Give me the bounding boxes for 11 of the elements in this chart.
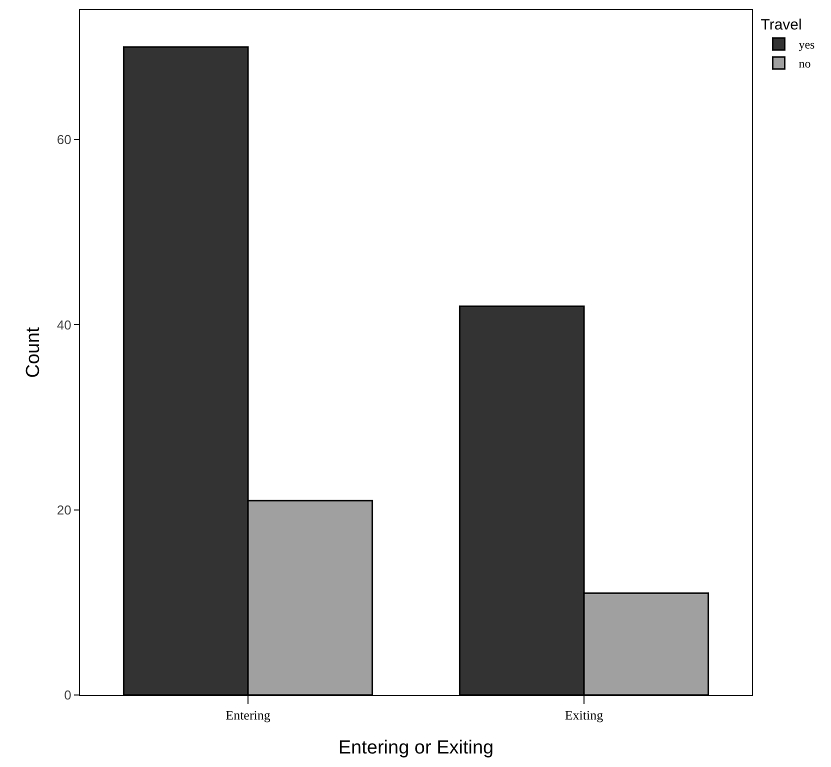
y-tick-label: 20: [56, 502, 72, 518]
y-axis-title: Count: [22, 326, 44, 378]
x-tick-label: Entering: [226, 708, 271, 723]
legend-title: Travel: [760, 16, 802, 34]
x-tick-label: Exiting: [564, 708, 604, 723]
legend-label: yes: [798, 38, 816, 52]
y-tick-label: 60: [56, 132, 72, 148]
y-tick-label: 40: [56, 317, 72, 332]
legend-label: no: [798, 56, 811, 71]
y-tick-label: 0: [64, 688, 72, 703]
x-axis-title: Entering or Exiting: [338, 737, 494, 758]
